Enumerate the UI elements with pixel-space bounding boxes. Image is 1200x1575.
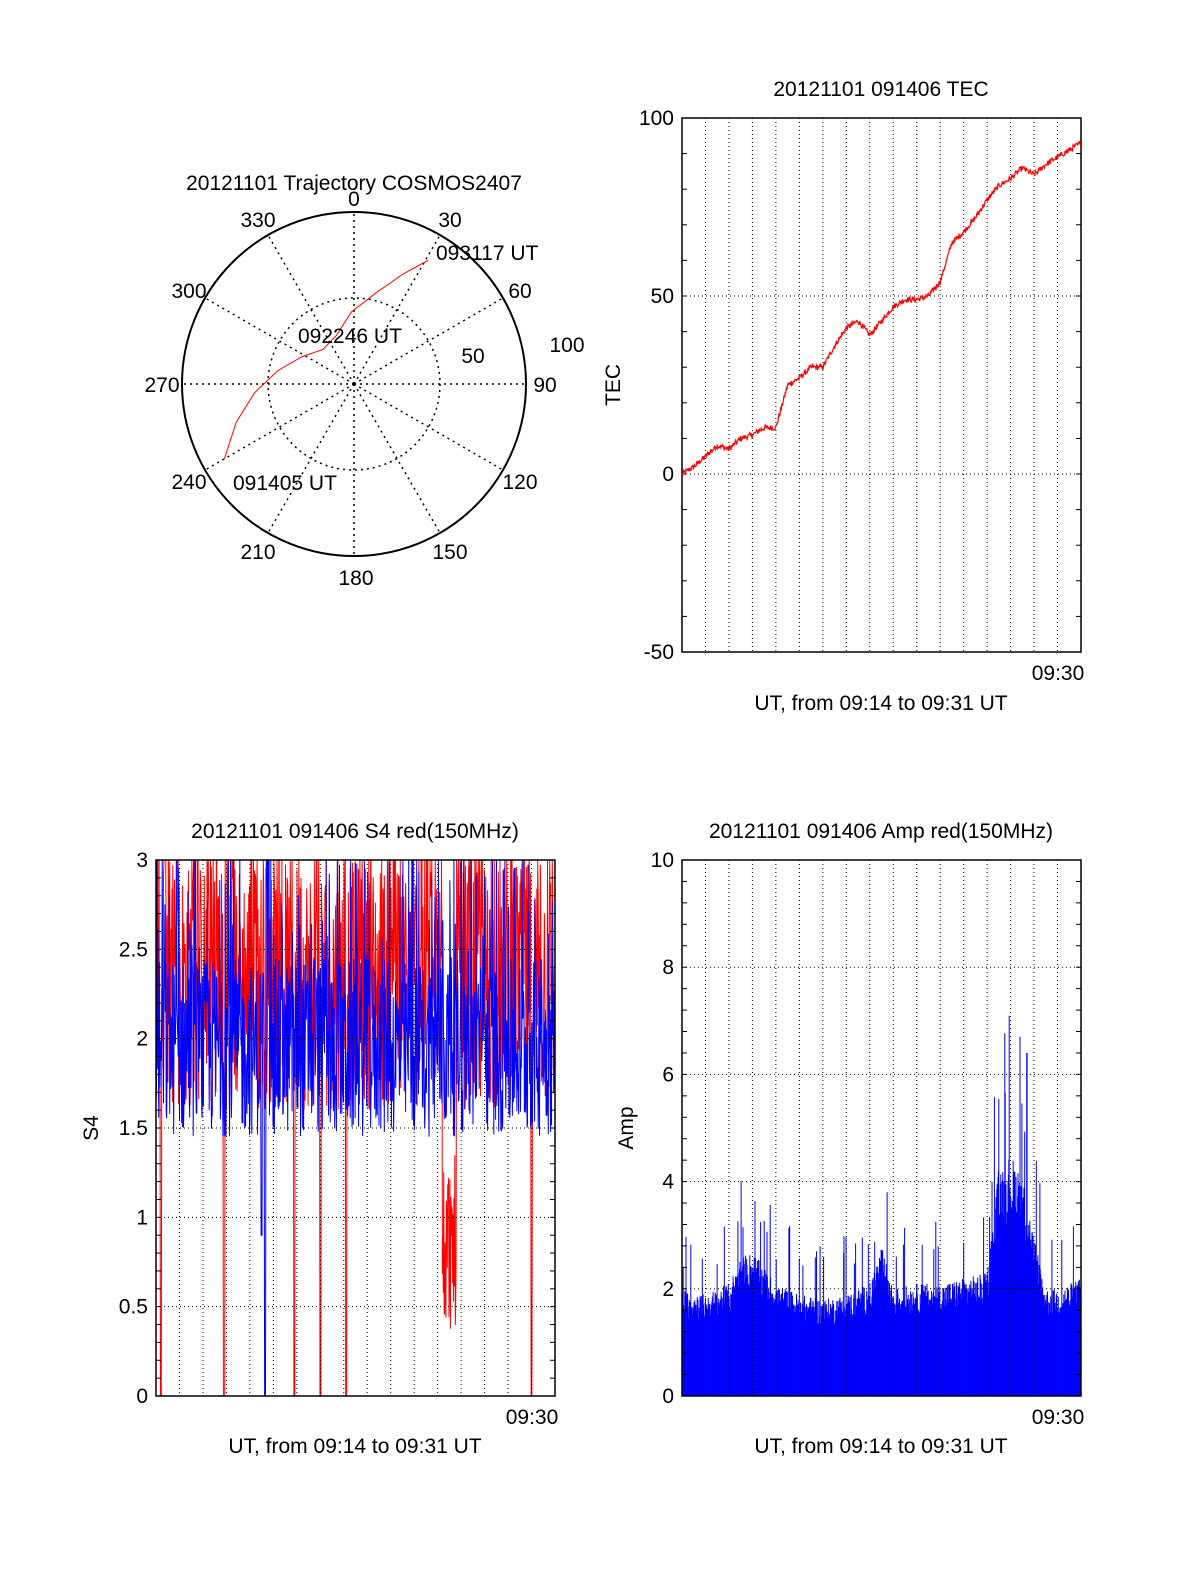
amp-xlabel: UT, from 09:14 to 09:31 UT <box>754 1435 1007 1458</box>
y-tick-label: -50 <box>644 641 674 664</box>
polar-spoke <box>267 383 355 534</box>
azimuth-label: 90 <box>533 374 556 397</box>
polar-labels: 0 30 60 90 120 150 180 210 240 270 300 330 50 100 <box>144 188 584 590</box>
trajectory-end-time: 093117 UT <box>436 242 539 265</box>
y-tick-label: 3 <box>136 849 148 872</box>
trajectory-start-time: 091405 UT <box>233 472 337 495</box>
s4-panel: 20121101 091406 S4 red(150MHz) 3 2.5 2 1.5 1… <box>80 820 558 1458</box>
y-tick-label: 1 <box>136 1206 148 1229</box>
amp-title: 20121101 091406 Amp red(150MHz) <box>709 820 1053 843</box>
azimuth-label: 60 <box>508 280 531 303</box>
azimuth-label: 150 <box>432 541 467 564</box>
polar-ring-50 <box>267 297 441 471</box>
polar-outer-ring <box>181 211 527 557</box>
y-tick-label: 4 <box>662 1171 674 1194</box>
y-tick-label: 0.5 <box>119 1296 148 1319</box>
y-tick-label: 10 <box>651 849 674 872</box>
trajectory-mid-time: 092246 UT <box>298 325 402 348</box>
y-tick-label: 50 <box>651 285 674 308</box>
s4-plot-frame: 3 2.5 2 1.5 1 0.5 0 09:30 <box>119 849 558 1429</box>
s4-title: 20121101 091406 S4 red(150MHz) <box>191 820 519 843</box>
azimuth-label: 270 <box>144 374 179 397</box>
y-tick-label: 100 <box>639 107 674 130</box>
amp-panel: 20121101 091406 Amp red(150MHz) 10 8 6 4 2 0 0… <box>615 820 1084 1458</box>
polar-spoke <box>353 383 441 534</box>
x-tick-label: 09:30 <box>1032 1406 1085 1429</box>
azimuth-label: 30 <box>438 209 461 232</box>
y-tick-label: 0 <box>136 1385 148 1408</box>
y-tick-label: 0 <box>662 1385 674 1408</box>
polar-trajectory-panel: 20121101 Trajectory COSMOS2407 0 30 60 90 12… <box>144 172 584 590</box>
polar-spoke <box>353 383 504 471</box>
amp-series-bars <box>681 1015 1082 1396</box>
tec-title: 20121101 091406 TEC <box>773 78 988 101</box>
azimuth-label: 180 <box>338 567 373 590</box>
y-tick-label: 2 <box>662 1278 674 1301</box>
amp-ylabel: Amp <box>615 1106 638 1149</box>
azimuth-label: 210 <box>240 541 275 564</box>
polar-spoke <box>353 297 504 385</box>
polar-grid <box>182 212 526 556</box>
s4-series-group <box>156 860 555 1396</box>
y-tick-label: 0 <box>662 463 674 486</box>
s4-ylabel: S4 <box>80 1115 103 1141</box>
plot-frame-border <box>681 117 1082 653</box>
trajectory-line <box>223 259 429 459</box>
polar-spoke <box>204 297 355 385</box>
tec-series-line <box>681 139 1082 477</box>
plot-frame-border <box>155 859 556 1397</box>
tec-plot-frame: 100 50 0 -50 09:30 <box>639 107 1084 685</box>
amp-plot-frame: 10 8 6 4 2 0 09:30 <box>651 849 1085 1429</box>
polar-title: 20121101 Trajectory COSMOS2407 <box>186 172 522 195</box>
x-tick-label: 09:30 <box>506 1406 559 1429</box>
azimuth-label: 300 <box>171 280 206 303</box>
tec-panel: 20121101 091406 TEC 100 50 0 -50 09:30 TEC U… <box>602 78 1084 715</box>
y-tick-label: 2.5 <box>119 938 148 961</box>
azimuth-label: 240 <box>171 471 206 494</box>
azimuth-label: 330 <box>240 209 275 232</box>
polar-spoke <box>204 383 355 471</box>
y-tick-label: 8 <box>662 956 674 979</box>
plot-frame-border <box>681 859 1082 1397</box>
tec-ylabel: TEC <box>602 364 625 406</box>
s4-series-line <box>156 860 555 1396</box>
x-tick-label: 09:30 <box>1032 662 1085 685</box>
radial-label: 100 <box>549 334 584 357</box>
azimuth-label: 0 <box>348 188 360 211</box>
tec-xlabel: UT, from 09:14 to 09:31 UT <box>754 692 1007 715</box>
polar-spoke <box>267 234 355 385</box>
y-tick-label: 6 <box>662 1063 674 1086</box>
azimuth-label: 120 <box>502 471 537 494</box>
radial-label: 50 <box>461 345 484 368</box>
y-tick-label: 2 <box>136 1028 148 1051</box>
s4-xlabel: UT, from 09:14 to 09:31 UT <box>228 1435 481 1458</box>
y-tick-label: 1.5 <box>119 1117 148 1140</box>
polar-spoke <box>353 234 441 385</box>
